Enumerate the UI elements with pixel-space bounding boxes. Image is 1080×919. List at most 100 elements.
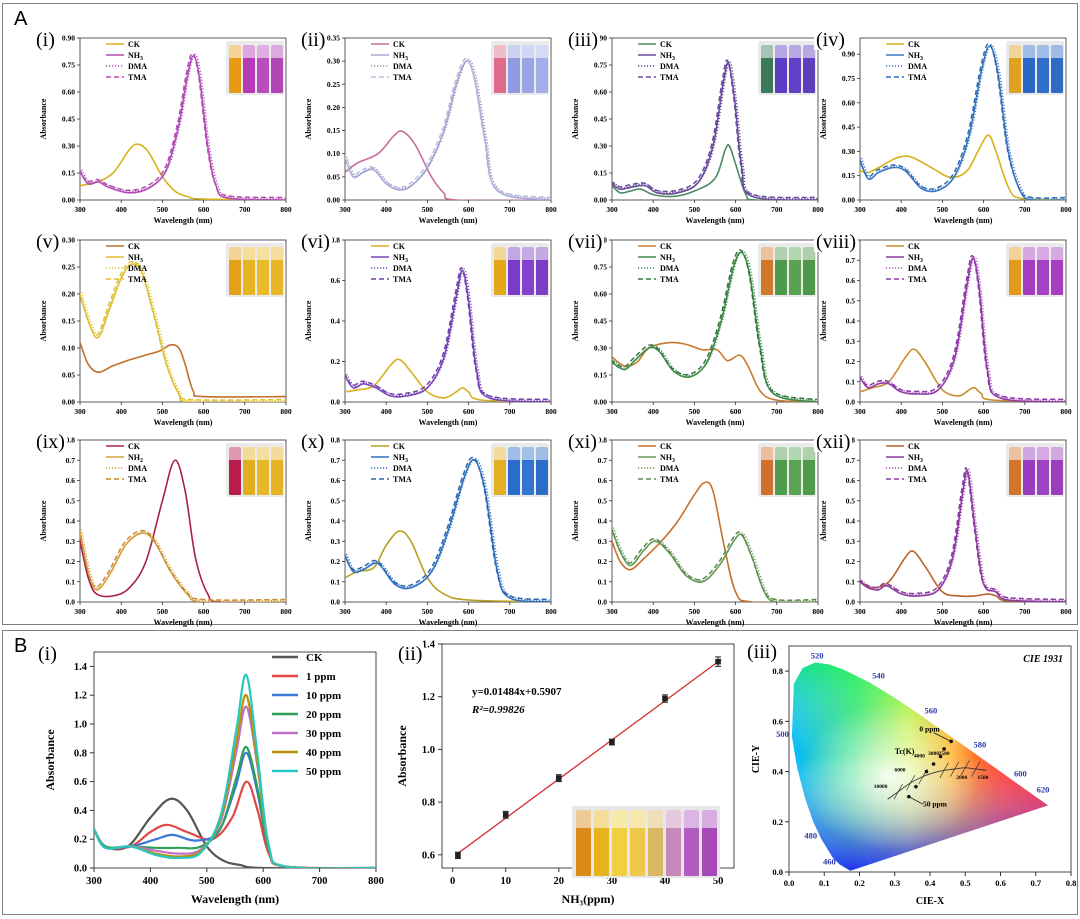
legend-entry: NH3 (393, 51, 408, 62)
x-tick-label: 600 (463, 205, 475, 214)
y-tick-label: 0.20 (327, 103, 340, 112)
legend-entry: 50 ppm (306, 766, 341, 778)
y-tick-label: 0.30 (62, 142, 75, 151)
y-tick-label: 0.7 (598, 456, 608, 465)
chart-a-4-svg: 300 400 500 600 700 800 Wavelength (nm) 0.00 0.1… (819, 37, 1072, 225)
vial (522, 447, 534, 495)
series-ck (80, 459, 286, 602)
y-tick-label: 0.2 (74, 835, 87, 846)
chart-a-11: 300 400 500 600 700 800 Wavelength (nm) 0.0 0.1 0… (552, 432, 824, 632)
legend-entry: NH3 (908, 253, 923, 264)
legend-entry: 10 ppm (306, 690, 341, 702)
y-tick-label: 0.00 (842, 196, 855, 205)
vial (508, 447, 520, 495)
vials-photo (491, 243, 549, 297)
x-tick-label: 300 (606, 205, 618, 214)
y-axis-label: Absorbance (819, 500, 828, 541)
x-tick-label: 800 (812, 205, 824, 214)
y-tick-label: 0.2 (331, 357, 341, 366)
x-tick-label: 500 (689, 407, 701, 416)
y-tick-label: 0.25 (62, 263, 75, 272)
y-tick-label: 1.0 (74, 720, 87, 731)
series-ck (345, 358, 551, 402)
x-tick-label: 700 (239, 205, 251, 214)
legend-entry: DMA (908, 464, 927, 473)
series-nh3 (80, 263, 286, 402)
legend-entry: 40 ppm (306, 747, 341, 759)
series-tma (345, 57, 551, 199)
x-tick-label: 700 (771, 407, 783, 416)
legend-entry: CK (908, 40, 921, 49)
x-tick-label: 40 (660, 876, 671, 887)
x-axis-label: Wavelength (nm) (191, 892, 279, 906)
series-nh3 (345, 269, 551, 402)
x-tick-label: 0.1 (819, 878, 830, 888)
legend-entry: NH3 (393, 453, 408, 464)
x-tick-label: 600 (463, 407, 475, 416)
x-axis-label: NH₃(ppm) (562, 892, 615, 906)
y-tick-label: 0.4 (331, 517, 341, 526)
legend-entry: CK (908, 442, 921, 451)
y-tick-label: 1.2 (422, 692, 435, 703)
y-tick-label: 0.75 (62, 61, 75, 70)
x-tick-label: 700 (771, 607, 783, 616)
legend-entry: NH3 (908, 453, 923, 464)
vial (594, 810, 609, 876)
legend-entry: DMA (908, 264, 927, 273)
x-tick-label: 400 (381, 607, 393, 616)
x-tick-label: 800 (545, 407, 557, 416)
y-tick-label: 0.90 (842, 50, 855, 59)
locus-wavelength-label: 600 (1014, 769, 1027, 779)
x-axis-label: CIE-X (916, 896, 945, 907)
y-axis-label: Absorbance (304, 500, 313, 541)
y-tick-label: 0.25 (327, 80, 340, 89)
series-tma (612, 527, 818, 601)
annotation-0ppm: 0 ppm (919, 724, 940, 733)
locus-wavelength-label: 620 (1037, 785, 1050, 795)
y-tick-label: 0.2 (772, 817, 783, 827)
section-label-b: B (14, 635, 28, 657)
legend-entry: DMA (660, 62, 679, 71)
y-axis-label: Absorbance (39, 300, 48, 341)
y-tick-label: 0.05 (327, 172, 340, 181)
y-tick-label: 0.00 (62, 196, 75, 205)
vials-photo (1006, 41, 1064, 95)
legend-entry: DMA (660, 464, 679, 473)
chart-a-10-svg: 300 400 500 600 700 800 Wavelength (nm) 0.0 0.1 0… (304, 436, 557, 628)
y-tick-label: 0.1 (66, 577, 76, 586)
subplot-label-a-12: (xii) (814, 431, 853, 453)
y-tick-label: 0.8 (331, 436, 341, 445)
vial (1051, 247, 1063, 295)
y-tick-label: 0.4 (598, 517, 608, 526)
y-tick-label: 0.45 (62, 115, 75, 124)
plot-frame (93, 651, 377, 869)
x-tick-label: 800 (1060, 205, 1072, 214)
y-tick-label: 0.00 (327, 196, 340, 205)
series-ck (345, 130, 551, 200)
x-axis-label: Wavelength (nm) (154, 216, 213, 225)
chart-a-1-svg: 300 400 500 600 700 800 Wavelength (nm) 0.00 0.1… (39, 34, 292, 226)
legend-entry: TMA (393, 475, 412, 484)
legend-entry: CK (128, 242, 141, 251)
x-axis-label: Wavelength (nm) (419, 618, 478, 627)
cct-label: 2500 (939, 751, 950, 757)
legend-entry: CK (128, 442, 141, 451)
subplot-label-a-4: (iv) (814, 29, 847, 51)
vial (612, 810, 627, 876)
chart-b-spectra: 300 400 500 600 700 800 0.0 0.2 0.4 0.6 0.8 1.0 1.2 1… (36, 640, 386, 912)
x-tick-label: 300 (74, 205, 86, 214)
y-tick-label: 0.8 (331, 236, 341, 245)
chart-a-8: 300 400 500 600 700 800 Wavelength (nm) 0.0 0.1 0… (800, 232, 1072, 432)
x-axis-label: Wavelength (nm) (686, 618, 745, 627)
y-tick-label: 0.0 (331, 398, 341, 407)
y-tick-label: 0.2 (846, 357, 856, 366)
y-tick-label: 0.30 (62, 236, 75, 245)
y-tick-label: 0.6 (331, 276, 341, 285)
x-tick-label: 400 (648, 607, 660, 616)
chromaticity-point (931, 762, 936, 766)
chromaticity-point (907, 794, 911, 799)
y-tick-label: 0.35 (327, 34, 340, 43)
data-point (662, 695, 668, 702)
cct-label: 2000 (956, 775, 967, 781)
vial (536, 45, 548, 93)
